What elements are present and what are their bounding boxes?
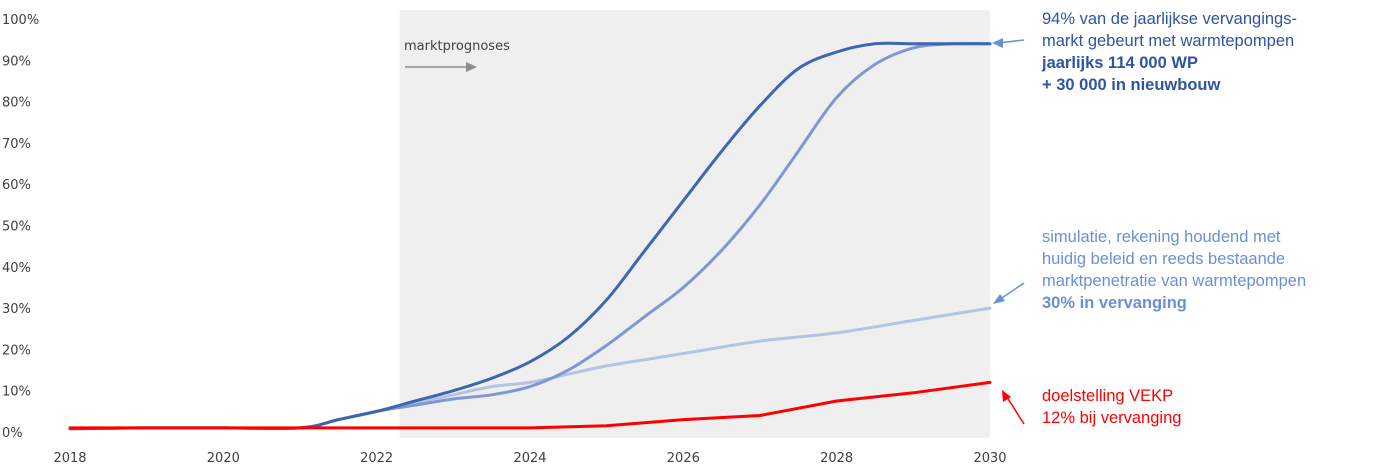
y-tick-label: 60% [2,178,31,193]
annotation-line: doelstelling VEKP [1042,387,1174,405]
x-tick-label: 2028 [820,451,853,466]
annotation-target-vekp: doelstelling VEKP 12% bij vervanging [1042,385,1181,429]
annotation-line: 12% bij vervanging [1042,409,1182,427]
annotation-line: jaarlijks 114 000 WP [1042,54,1198,72]
x-tick-label: 2024 [513,451,546,466]
annotation-line: 30% in vervanging [1042,294,1187,312]
series-line-vekp-target [68,380,992,430]
annotation-line: simulatie, rekening houdend met [1042,228,1281,246]
annotation-line: markt gebeurt met warmtepompen [1042,32,1295,50]
y-tick-label: 20% [2,343,31,358]
y-tick-label: 10% [2,385,31,400]
y-tick-label: 0% [2,426,23,441]
y-tick-label: 70% [2,137,31,152]
y-tick-label: 80% [2,96,31,111]
annotation-line: + 30 000 in nieuwbouw [1042,76,1221,94]
y-tick-label: 30% [2,302,31,317]
annotation-pointers [992,38,1025,425]
pointer-a3-icon [1002,390,1025,425]
y-axis: 0% 10% 20% 30% 40% 50% 60% 70% 80% 90% 100% [2,13,39,441]
x-tick-label: 2020 [207,451,240,466]
y-tick-label: 90% [2,54,31,69]
x-axis: 2018 2020 2022 2024 2026 2028 2030 [53,451,1006,466]
annotation-line: 94% van de jaarlijkse vervangings- [1042,10,1297,28]
pointer-a1-icon [992,38,1025,48]
pointer-a2-icon [993,282,1025,304]
forecast-label: marktprognoses [404,39,510,54]
annotation-line: huidig beleid en reeds bestaande [1042,250,1286,268]
y-tick-label: 50% [2,220,31,235]
x-tick-label: 2026 [667,451,700,466]
forecast-shaded-region [399,10,991,438]
y-tick-label: 100% [2,13,39,28]
x-tick-label: 2018 [53,451,86,466]
series-group [68,41,992,431]
forecast-arrow-icon [405,62,477,72]
x-tick-label: 2022 [360,451,393,466]
annotation-simulation: simulatie, rekening houdend met huidig be… [1042,226,1306,314]
x-tick-label: 2030 [973,451,1006,466]
annotation-line: marktpenetratie van warmtepompen [1042,272,1307,290]
annotation-heat-pump-share: 94% van de jaarlijkse vervangings-markt … [1042,8,1297,96]
y-tick-label: 40% [2,261,31,276]
